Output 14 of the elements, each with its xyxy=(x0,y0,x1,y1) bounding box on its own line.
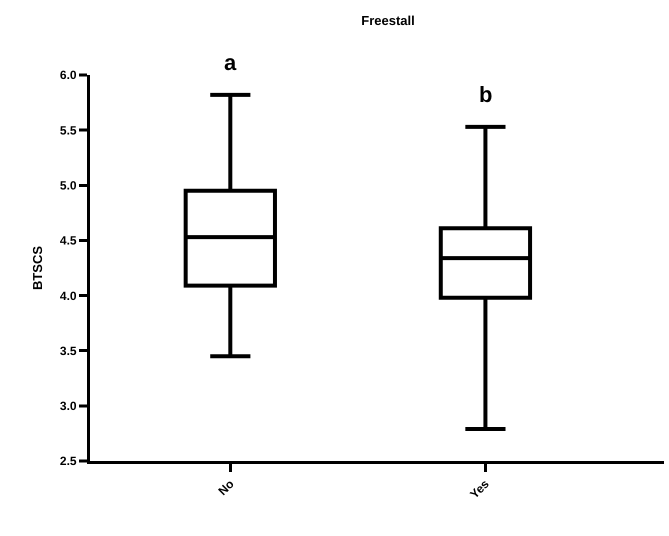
y-tick-label: 4.5 xyxy=(60,234,77,248)
y-tick-label: 5.0 xyxy=(60,178,77,192)
y-tick-label: 3.0 xyxy=(60,399,77,414)
y-tick-label: 3.5 xyxy=(60,344,77,358)
y-tick-label: 4.0 xyxy=(60,288,77,303)
y-tick-label: 2.5 xyxy=(60,454,77,468)
chart-title: Freestall xyxy=(361,13,415,28)
annotation: a xyxy=(224,50,237,75)
y-tick-label: 6.0 xyxy=(60,68,77,82)
x-tick-label: Yes xyxy=(467,476,492,502)
annotation: b xyxy=(479,82,492,107)
y-axis-title: BTSCS xyxy=(30,246,45,290)
y-tick-label: 5.5 xyxy=(60,123,77,138)
x-tick-label: No xyxy=(215,476,237,498)
